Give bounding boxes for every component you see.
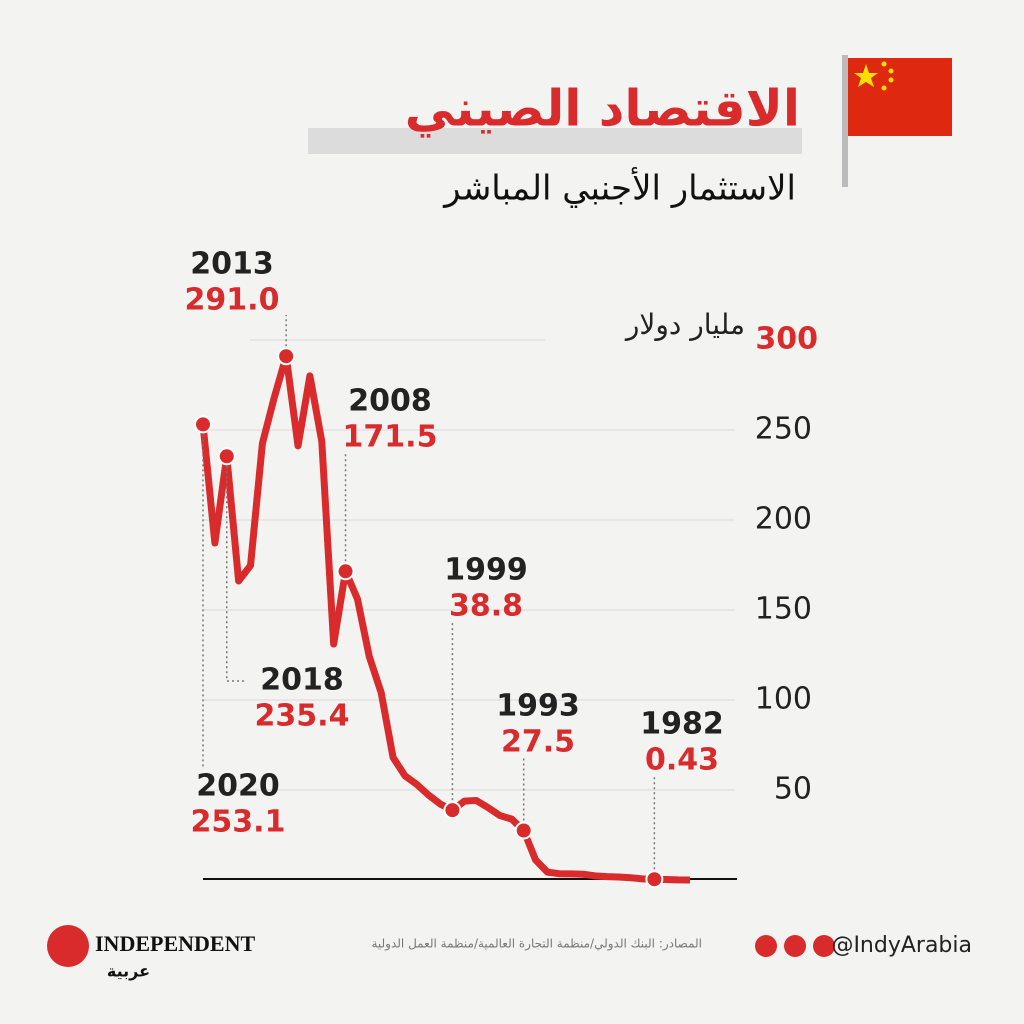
y-tick-label: 150 bbox=[755, 592, 812, 627]
year-label: 2020 bbox=[196, 769, 280, 804]
brand: INDEPENDENT bbox=[95, 931, 255, 956]
value-label: 253.1 bbox=[191, 805, 286, 840]
value-label: 38.8 bbox=[449, 589, 523, 624]
year-label: 2018 bbox=[260, 663, 344, 698]
flag-star bbox=[888, 77, 894, 83]
brand-sub: عربية bbox=[107, 962, 150, 981]
year-label: 2013 bbox=[190, 247, 274, 282]
y-tick-label: 100 bbox=[755, 682, 812, 717]
twitter-icon[interactable] bbox=[755, 935, 777, 957]
sources: المصادر: البنك الدولي/منظمة التجارة العا… bbox=[371, 937, 702, 952]
year-label: 1982 bbox=[640, 707, 724, 742]
point-marker bbox=[217, 447, 236, 466]
handle[interactable]: @IndyArabia bbox=[831, 933, 972, 958]
y-tick-label: 200 bbox=[755, 502, 812, 537]
point-marker bbox=[645, 870, 664, 889]
logo-icon bbox=[47, 925, 89, 967]
point-marker bbox=[514, 821, 533, 840]
point-marker bbox=[336, 562, 355, 581]
flag bbox=[848, 58, 952, 136]
flag-star bbox=[881, 61, 887, 67]
year-label: 2008 bbox=[348, 384, 432, 419]
y-tick-label: 50 bbox=[774, 772, 812, 807]
y-unit-label: مليار دولار bbox=[624, 308, 745, 341]
title-highlight bbox=[308, 128, 802, 154]
year-label: 1999 bbox=[444, 553, 528, 588]
y-tick-label: 300 bbox=[755, 322, 818, 357]
value-label: 235.4 bbox=[255, 699, 350, 734]
title: الاقتصاد الصيني bbox=[405, 80, 800, 138]
point-marker bbox=[277, 347, 296, 366]
flag-star bbox=[881, 85, 887, 91]
value-label: 291.0 bbox=[185, 283, 280, 318]
value-label: 171.5 bbox=[343, 420, 438, 455]
y-tick-label: 250 bbox=[755, 412, 812, 447]
flag-star bbox=[854, 64, 878, 87]
instagram-icon[interactable] bbox=[813, 935, 835, 957]
year-label: 1993 bbox=[496, 689, 580, 724]
subtitle: الاستثمار الأجنبي المباشر bbox=[442, 167, 796, 209]
value-label: 27.5 bbox=[501, 725, 575, 760]
flag-star bbox=[888, 68, 894, 74]
point-marker bbox=[194, 415, 212, 434]
flag-pole bbox=[842, 55, 848, 187]
point-marker bbox=[443, 801, 462, 820]
facebook-icon[interactable] bbox=[784, 935, 806, 957]
value-label: 0.43 bbox=[645, 743, 719, 778]
